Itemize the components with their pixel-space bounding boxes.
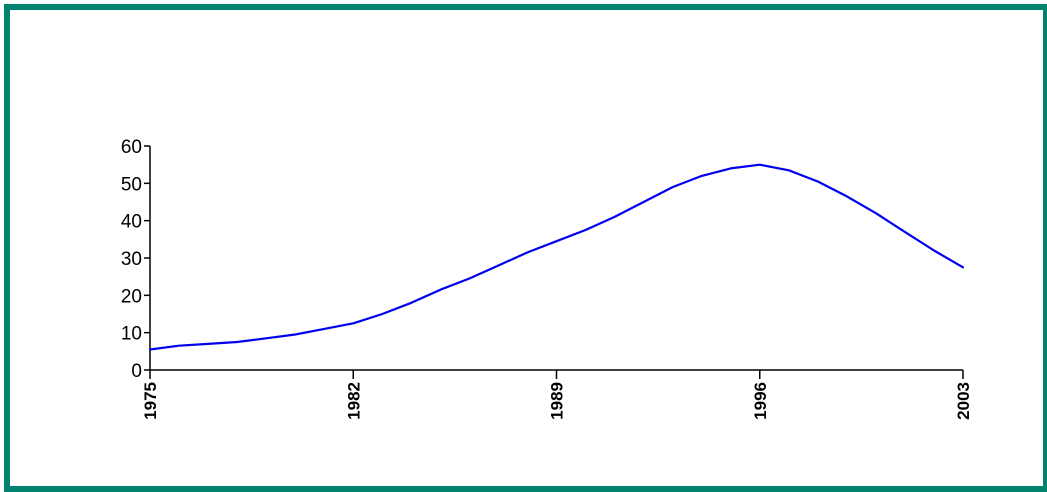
data-point (527, 252, 529, 254)
x-tick-label: 1975 (141, 382, 160, 420)
data-point (440, 289, 442, 291)
data-point (469, 278, 471, 280)
data-point (730, 168, 732, 170)
data-point (498, 265, 500, 267)
data-point (353, 323, 355, 325)
data-point (556, 240, 558, 242)
data-point (643, 201, 645, 203)
data-point (323, 328, 325, 330)
data-point (701, 175, 703, 177)
data-point (672, 186, 674, 188)
data-point (933, 250, 935, 252)
line-chart: 0 10 20 30 40 50 60 1975 1982 1989 1996 2003 (121, 137, 973, 420)
y-tick-label: 40 (121, 212, 142, 233)
data-point (846, 196, 848, 198)
data-point (788, 170, 790, 172)
data-point (382, 313, 384, 315)
data-point (759, 164, 761, 166)
y-tick-label: 30 (121, 249, 142, 270)
data-point (614, 216, 616, 218)
data-point (149, 349, 151, 351)
y-tick-label: 20 (121, 286, 142, 307)
data-point (411, 302, 413, 304)
data-point (178, 345, 180, 347)
y-tick-label: 10 (121, 324, 142, 345)
data-point (962, 267, 964, 269)
data-point (585, 229, 587, 231)
data-point (207, 343, 209, 345)
plot-area (148, 163, 965, 351)
data-point (265, 338, 267, 340)
x-tick-label: 1996 (751, 382, 770, 420)
chart-axes: 0 10 20 30 40 50 60 1975 1982 1989 1996 2003 (121, 137, 973, 420)
x-tick-label: 1982 (344, 382, 363, 420)
series-line (148, 163, 965, 351)
data-point (875, 212, 877, 214)
y-tick-label: 0 (131, 361, 142, 382)
x-tick-label: 1989 (548, 382, 567, 420)
data-point (236, 341, 238, 343)
y-tick-label: 50 (121, 174, 142, 195)
chart-frame: 0 10 20 30 40 50 60 1975 1982 1989 1996 2003 (4, 4, 1047, 492)
x-tick-label: 2003 (954, 382, 973, 420)
y-tick-label: 60 (121, 137, 142, 158)
data-point (904, 231, 906, 233)
data-point (294, 334, 296, 336)
data-point (817, 181, 819, 183)
